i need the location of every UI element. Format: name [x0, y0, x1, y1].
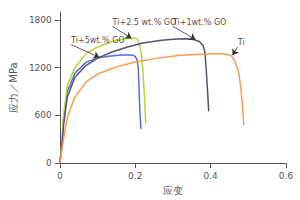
- svg-text:0: 0: [57, 171, 63, 181]
- svg-text:1800: 1800: [29, 15, 52, 25]
- svg-text:Ti+2.5 wt.% GO: Ti+2.5 wt.% GO: [112, 18, 177, 27]
- svg-text:应力／MPa: 应力／MPa: [8, 62, 19, 112]
- svg-text:应变: 应变: [163, 185, 183, 196]
- svg-text:Ti+1wt.% GO: Ti+1wt.% GO: [172, 18, 227, 27]
- svg-text:0.6: 0.6: [279, 171, 294, 181]
- svg-text:0.4: 0.4: [203, 171, 218, 181]
- svg-text:0: 0: [46, 158, 52, 168]
- svg-text:1200: 1200: [29, 63, 52, 73]
- svg-text:Ti: Ti: [237, 38, 245, 47]
- svg-text:600: 600: [35, 110, 52, 120]
- svg-text:0.2: 0.2: [128, 171, 142, 181]
- svg-text:Ti+5wt.% GO: Ti+5wt.% GO: [70, 36, 125, 45]
